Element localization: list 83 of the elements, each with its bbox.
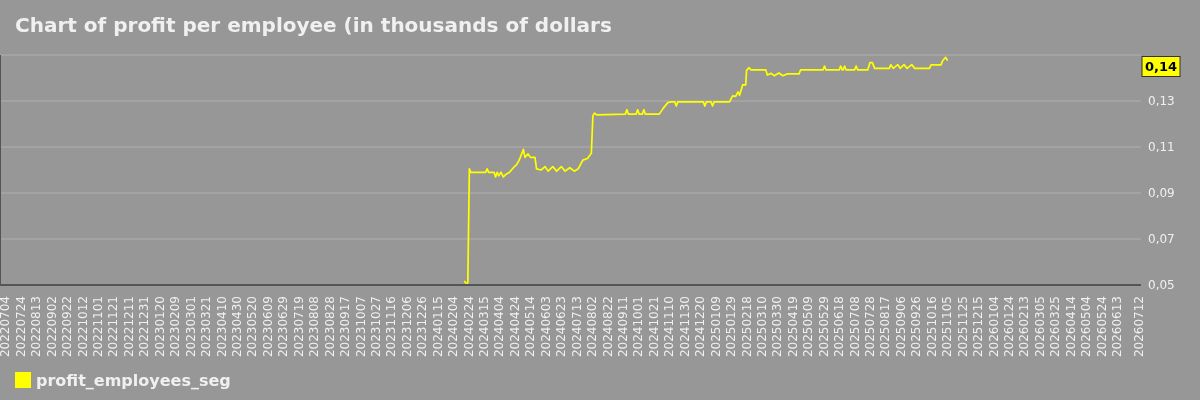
x-tick-label: 20251215 <box>971 296 986 358</box>
x-tick-label: 20250310 <box>754 296 769 358</box>
legend-label: profit_employees_seg <box>36 370 231 390</box>
x-tick-label: 20230410 <box>214 296 229 358</box>
x-tick-label: 20230520 <box>245 296 260 358</box>
y-tick-label: 0,05 <box>1148 278 1175 292</box>
x-tick-label: 20250817 <box>878 296 893 358</box>
x-tick-label: 20240424 <box>507 296 522 358</box>
x-tick-label: 20230120 <box>152 296 167 358</box>
x-tick-label: 20250618 <box>832 296 847 358</box>
x-tick-label: 20230828 <box>322 296 337 358</box>
y-tick-label: 0,11 <box>1148 140 1175 154</box>
x-tick-label: 20240204 <box>446 296 461 358</box>
x-tick-label: 20241130 <box>677 296 692 358</box>
x-tick-label: 20240713 <box>569 296 584 358</box>
x-tick-label: 20231226 <box>415 296 430 358</box>
x-tick-label: 20260613 <box>1110 296 1125 358</box>
x-tick-label: 20230430 <box>230 296 244 358</box>
x-tick-label: 20220922 <box>60 296 75 358</box>
x-tick-label: 20260213 <box>1017 296 1032 358</box>
x-tick-label: 20221231 <box>137 296 152 358</box>
x-tick-label: 20240315 <box>477 296 492 358</box>
x-tick-label: 20230808 <box>307 296 322 358</box>
x-tick-label: 20241220 <box>693 296 708 358</box>
x-tick-label: 20250708 <box>847 296 862 358</box>
x-tick-label: 20250330 <box>770 296 785 358</box>
x-tick-label: 20260305 <box>1032 296 1047 358</box>
x-tick-label: 20240911 <box>616 296 630 358</box>
x-tick-label: 20230719 <box>291 296 306 358</box>
x-tick-label: 20230609 <box>260 296 275 358</box>
x-tick-label: 20241021 <box>646 296 661 358</box>
x-tick-label: 20221121 <box>106 296 121 358</box>
x-tick-label: 20250926 <box>909 296 924 358</box>
x-tick-label: 20260524 <box>1094 296 1109 358</box>
x-tick-label: 20260504 <box>1079 296 1094 358</box>
x-tick-label: 20240802 <box>585 296 600 358</box>
x-tick-label: 20250509 <box>801 296 816 358</box>
x-tick-label: 20260712 <box>1132 296 1147 358</box>
line-series <box>463 56 949 285</box>
x-tick-label: 20230917 <box>338 296 353 358</box>
x-tick-label: 20240822 <box>600 296 615 358</box>
x-tick-label: 20260325 <box>1048 296 1063 358</box>
x-tick-label: 20241001 <box>631 296 646 358</box>
x-tick-label: 20240224 <box>461 296 476 358</box>
y-tick-label: 0,07 <box>1148 232 1175 246</box>
x-tick-label: 20240603 <box>538 296 553 358</box>
x-tick-label: 20230301 <box>183 296 198 358</box>
x-tick-label: 20260414 <box>1063 296 1078 358</box>
x-tick-label: 20250906 <box>893 296 908 358</box>
x-tick-label: 20250419 <box>785 296 800 358</box>
x-tick-label: 20260104 <box>986 296 1001 358</box>
x-tick-label: 20221012 <box>75 296 90 358</box>
x-tick-label: 20220704 <box>0 296 13 358</box>
x-tick-label: 20251105 <box>940 296 955 358</box>
x-tick-label: 20231206 <box>399 296 414 358</box>
annotation: 0,14 <box>1144 59 1178 74</box>
x-tick-label: 20230321 <box>199 296 214 358</box>
x-tick-label: 20230209 <box>168 296 183 358</box>
y-tick-label: 0,09 <box>1148 186 1175 200</box>
x-tick-label: 20240514 <box>523 296 538 358</box>
x-tick-label: 20241110 <box>662 296 677 358</box>
x-tick-label: 20250529 <box>816 296 831 358</box>
x-tick-label: 20221211 <box>121 296 136 358</box>
x-tick-label: 20240115 <box>430 296 445 358</box>
x-tick-label: 20220902 <box>44 296 59 358</box>
x-tick-label: 20231027 <box>368 296 383 358</box>
x-tick-label: 20230629 <box>276 296 291 358</box>
x-tick-label: 20250129 <box>724 296 739 358</box>
x-tick-label: 20251125 <box>955 296 970 358</box>
chart-title: Chart of profit per employee (in thousands of dollars <box>15 13 612 37</box>
x-tick-label: 20231116 <box>384 296 399 358</box>
x-tick-label: 20240623 <box>554 296 569 358</box>
x-tick-label: 20221101 <box>91 296 106 358</box>
x-tick-label: 20220813 <box>29 296 44 358</box>
x-tick-label: 20231007 <box>353 296 368 358</box>
x-tick-label: 20250218 <box>739 296 754 358</box>
x-tick-label: 20250728 <box>863 296 878 358</box>
x-tick-label: 20220724 <box>13 296 28 358</box>
x-tick-label: 20260124 <box>1001 296 1016 358</box>
x-tick-label: 20251016 <box>924 296 939 358</box>
x-tick-label: 20250109 <box>708 296 723 358</box>
y-tick-label: 0,13 <box>1148 94 1175 108</box>
x-tick-label: 20240404 <box>492 296 507 358</box>
